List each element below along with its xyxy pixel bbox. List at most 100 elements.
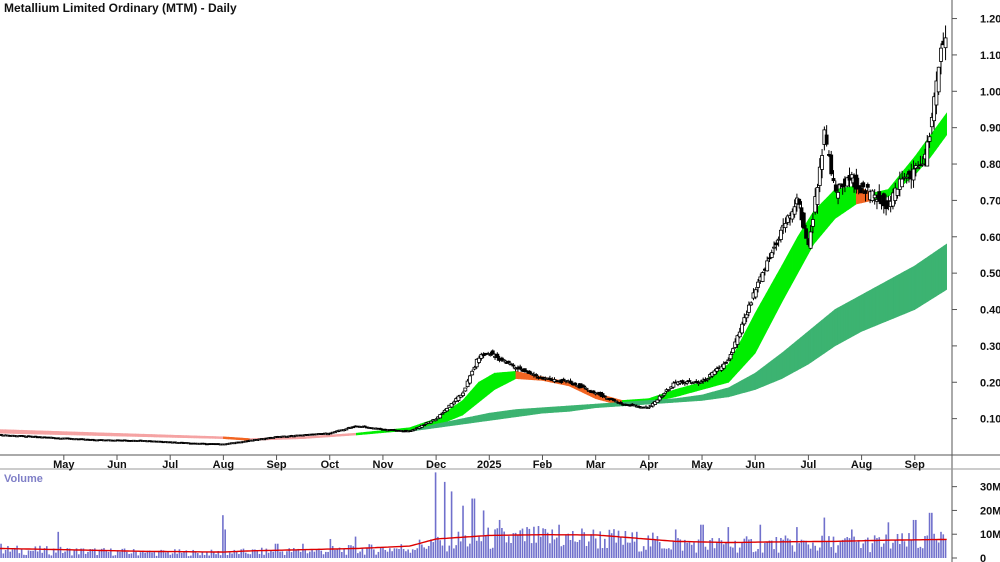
candle-body <box>481 353 486 357</box>
average-ribbon-segment <box>943 243 947 292</box>
average-ribbon-segment <box>188 435 192 439</box>
average-ribbon-segment <box>371 430 376 434</box>
volume-bar <box>128 553 130 558</box>
volume-bar <box>912 519 915 558</box>
volume-bar <box>718 538 720 558</box>
candle-body <box>451 401 456 405</box>
volume-bar <box>441 545 444 558</box>
volume-bar <box>633 541 636 558</box>
volume-bar <box>617 530 620 558</box>
average-ribbon-segment <box>76 431 81 436</box>
average-ribbon-segment <box>552 406 557 413</box>
average-ribbon-segment <box>842 303 846 343</box>
average-ribbon-segment <box>488 412 493 421</box>
volume-bar <box>716 542 718 558</box>
candle-body <box>744 314 749 319</box>
volume-bar <box>654 539 656 558</box>
average-ribbon-segment <box>834 307 838 347</box>
volume-bar <box>549 543 551 558</box>
average-ribbon-segment <box>901 271 905 316</box>
x-tick-label: 2025 <box>477 459 501 471</box>
candle-body <box>582 385 587 388</box>
candle-body <box>685 381 690 384</box>
average-ribbon-segment <box>786 251 791 293</box>
candle-body <box>936 66 941 93</box>
average-ribbon-segment <box>826 313 830 352</box>
candle-body <box>920 163 925 166</box>
volume-bar <box>238 554 240 558</box>
volume-bar <box>359 551 361 558</box>
average-ribbon-segment <box>350 433 354 436</box>
average-ribbon-segment <box>316 435 320 439</box>
average-ribbon-segment <box>669 398 674 403</box>
candle-body <box>881 193 886 207</box>
volume-bar <box>517 534 519 558</box>
x-tick-label: Apr <box>639 459 659 471</box>
volume-bar <box>601 548 604 558</box>
average-ribbon-segment <box>63 431 67 436</box>
candle-body <box>833 184 838 192</box>
volume-bar <box>466 546 469 558</box>
average-ribbon-segment <box>42 430 46 435</box>
volume-bar <box>55 552 57 558</box>
average-ribbon-segment <box>305 436 309 439</box>
volume-bar <box>640 551 643 558</box>
average-ribbon-segment <box>358 432 362 436</box>
average-ribbon-segment <box>558 406 562 413</box>
volume-bar <box>73 550 76 558</box>
candle-body <box>568 380 573 384</box>
volume-bar <box>59 546 62 558</box>
average-ribbon-segment <box>699 394 703 401</box>
candle-body <box>666 389 671 391</box>
volume-bar <box>103 548 105 558</box>
average-ribbon-segment <box>58 431 62 435</box>
candle-body <box>753 289 758 298</box>
volume-bar <box>642 546 645 558</box>
average-ribbon-segment <box>903 269 908 315</box>
average-ribbon-segment <box>71 431 75 436</box>
average-ribbon-segment <box>938 119 942 147</box>
volume-bar <box>546 532 549 558</box>
candle-body <box>548 378 552 380</box>
volume-bar <box>2 553 5 558</box>
volume-bar <box>171 553 174 558</box>
volume-bar <box>679 539 682 558</box>
average-ribbon-segment <box>715 390 719 399</box>
volume-bar <box>896 533 899 558</box>
volume-bar <box>656 536 659 558</box>
candle-body <box>817 166 822 186</box>
volume-bar <box>562 544 565 558</box>
volume-bar <box>800 539 803 558</box>
average-ribbon-segment <box>196 435 200 439</box>
volume-bar <box>242 548 245 558</box>
volume-bar <box>235 551 238 558</box>
volume-bar <box>793 551 796 558</box>
average-ribbon-segment <box>598 403 602 408</box>
volume-bar <box>142 550 144 558</box>
average-ribbon-segment <box>672 398 676 403</box>
volume-bar <box>256 551 258 558</box>
volume-bar <box>151 552 153 558</box>
average-ribbon-segment <box>757 302 761 349</box>
volume-bar <box>219 555 222 558</box>
volume-bar <box>251 549 254 558</box>
candle-body <box>721 363 726 369</box>
candle-body <box>811 219 815 227</box>
average-ribbon-segment <box>481 378 485 401</box>
volume-bar <box>622 544 624 558</box>
average-ribbon-segment <box>691 395 695 402</box>
candle-body <box>602 395 607 398</box>
average-ribbon-segment <box>802 332 807 368</box>
volume-bar <box>286 551 288 558</box>
volume-panel <box>0 472 947 558</box>
average-ribbon-segment <box>239 437 243 441</box>
average-ribbon-segment <box>805 330 809 367</box>
candle-body <box>433 418 438 422</box>
average-ribbon-segment <box>587 404 591 410</box>
average-ribbon-segment <box>167 434 171 438</box>
volume-bar <box>283 554 286 558</box>
volume-bar <box>425 548 428 558</box>
volume-bar <box>292 547 295 558</box>
volume-bar <box>812 542 814 558</box>
volume-bar <box>100 548 103 558</box>
